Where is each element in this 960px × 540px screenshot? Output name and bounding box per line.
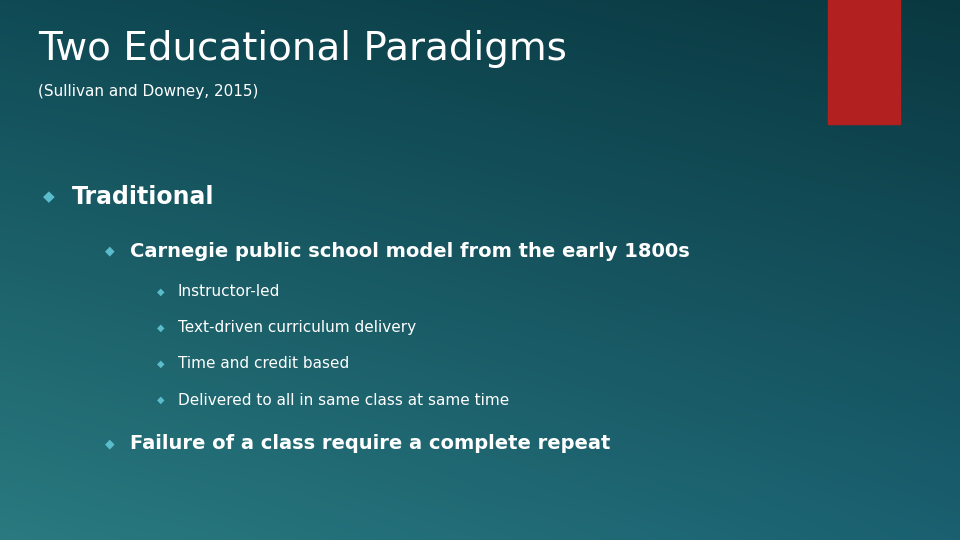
Text: Failure of a class require a complete repeat: Failure of a class require a complete re… (130, 434, 610, 454)
Text: (Sullivan and Downey, 2015): (Sullivan and Downey, 2015) (38, 84, 259, 99)
Text: Time and credit based: Time and credit based (178, 356, 348, 372)
Text: Traditional: Traditional (72, 185, 214, 209)
Text: Instructor-led: Instructor-led (178, 284, 280, 299)
Text: ◆: ◆ (156, 287, 164, 296)
Text: ◆: ◆ (156, 359, 164, 369)
Text: Text-driven curriculum delivery: Text-driven curriculum delivery (178, 320, 416, 335)
Text: Delivered to all in same class at same time: Delivered to all in same class at same t… (178, 393, 509, 408)
Bar (828, 0, 900, 124)
Text: Carnegie public school model from the early 1800s: Carnegie public school model from the ea… (130, 241, 689, 261)
Text: ◆: ◆ (43, 190, 55, 205)
Text: ◆: ◆ (156, 395, 164, 405)
Text: ◆: ◆ (105, 437, 114, 450)
Text: ◆: ◆ (105, 245, 114, 258)
Text: ◆: ◆ (156, 323, 164, 333)
Text: Two Educational Paradigms: Two Educational Paradigms (38, 30, 567, 68)
